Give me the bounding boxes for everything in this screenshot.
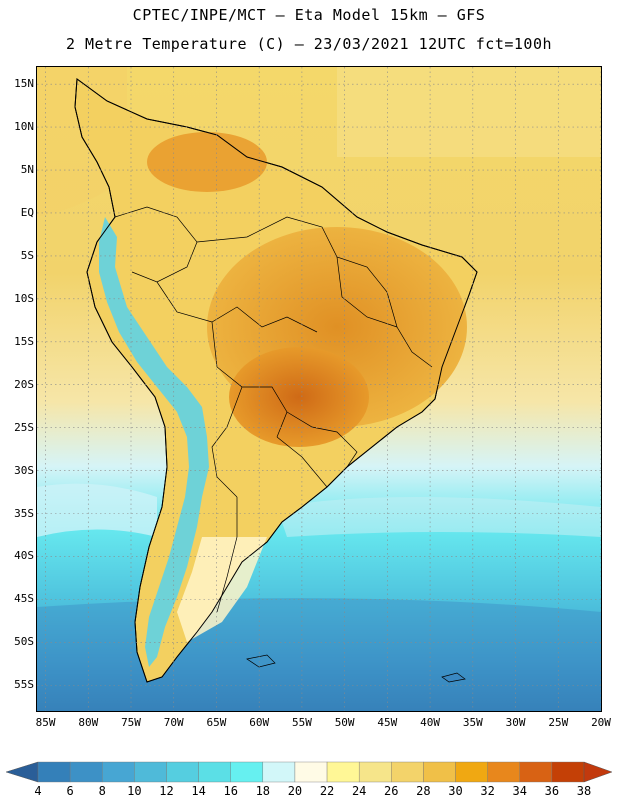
legend-swatch (37, 761, 71, 783)
lon-tick-label: 25W (548, 716, 569, 729)
lat-tick-label: 10N (14, 120, 34, 134)
legend-swatch (166, 761, 199, 783)
atlantic-warm-band (337, 67, 601, 157)
falkland-islands (246, 654, 276, 668)
legend-swatch (358, 761, 392, 783)
lat-tick-label: 20S (14, 377, 34, 391)
lon-tick-label: 20W (591, 716, 611, 729)
legend-value-label: 28 (416, 784, 431, 798)
legend-swatch (294, 761, 328, 783)
legend-value-label: 16 (223, 784, 238, 798)
legend-value-label: 20 (287, 784, 303, 798)
legend-value-label: 32 (480, 784, 495, 798)
legend-value-label: 36 (544, 784, 560, 798)
legend-value-label: 10 (127, 784, 142, 798)
patagonia-cool-zone (177, 537, 267, 642)
legend-under-arrow (5, 761, 39, 783)
legend-swatch (198, 761, 231, 783)
graticule (37, 67, 601, 711)
legend-swatch (551, 761, 585, 783)
lat-tick-label: 35S (14, 506, 34, 520)
lat-tick-label: 40S (14, 549, 34, 563)
lat-tick-label: 15N (14, 77, 34, 91)
coastline (74, 78, 478, 683)
legend-value-label: 30 (448, 784, 463, 798)
legend-value-label: 6 (66, 784, 74, 798)
lat-tick-label: 55S (14, 678, 34, 692)
south-cold-band (37, 598, 601, 711)
temperature-map (36, 66, 602, 712)
lon-tick-label: 50W (334, 716, 355, 729)
venezuela-warm-zone (147, 132, 267, 192)
lat-tick-label: 50S (14, 635, 34, 649)
pacific-cool-band (37, 483, 157, 537)
legend-value-label: 22 (319, 784, 335, 798)
legend-value-label: 26 (384, 784, 399, 798)
legend-swatch (391, 761, 424, 783)
lat-tick-label: 5S (20, 248, 34, 262)
lat-tick-label: 45S (14, 592, 34, 606)
legend-swatch (487, 761, 520, 783)
legend-swatch (230, 761, 264, 783)
lon-tick-label: 35W (462, 716, 483, 729)
lat-tick-label: 15S (14, 334, 34, 348)
lon-tick-label: 45W (377, 716, 398, 729)
lon-tick-label: 80W (78, 716, 99, 729)
paraguay-hot-zone (229, 347, 369, 447)
legend-value-label: 8 (98, 784, 106, 798)
map-canvas (37, 67, 601, 711)
legend-value-label: 4 (34, 784, 42, 798)
map-title-line-1: CPTEC/INPE/MCT – Eta Model 15km – GFS (132, 6, 486, 24)
lon-tick-label: 75W (121, 716, 141, 729)
lat-tick-label: 25S (14, 420, 34, 434)
legend-value-label: 24 (351, 784, 367, 798)
legend-value-label: 14 (191, 784, 206, 798)
lon-tick-label: 60W (249, 716, 270, 729)
lon-tick-label: 30W (505, 716, 526, 729)
south-atlantic-cool-band (277, 497, 601, 537)
legend-swatch (519, 761, 553, 783)
legend-swatch (455, 761, 488, 783)
legend-value-label: 18 (255, 784, 271, 798)
lon-tick-label: 85W (35, 716, 56, 729)
legend-value-label: 12 (159, 784, 174, 798)
lat-tick-label: EQ (20, 205, 34, 219)
legend-swatch (102, 761, 135, 783)
map-title-line-2: 2 Metre Temperature (C) – 23/03/2021 12U… (65, 35, 553, 53)
lat-tick-label: 10S (14, 291, 34, 305)
lon-tick-label: 55W (291, 716, 312, 729)
lon-tick-label: 40W (420, 716, 441, 729)
legend-value-label: 38 (576, 784, 592, 798)
legend-swatch (134, 761, 167, 783)
legend-swatch (69, 761, 103, 783)
lat-tick-label: 30S (14, 463, 34, 477)
legend-over-arrow (583, 761, 613, 783)
lat-tick-label: 5N (20, 163, 34, 177)
lon-tick-label: 65W (206, 716, 227, 729)
legend-swatch (262, 761, 296, 783)
legend-swatch (326, 761, 360, 783)
south-georgia (441, 672, 466, 683)
andes-cold-strip (99, 217, 209, 667)
legend-swatch (423, 761, 456, 783)
color-legend (5, 761, 613, 783)
legend-value-label: 34 (512, 784, 527, 798)
lon-tick-label: 70W (163, 716, 184, 729)
